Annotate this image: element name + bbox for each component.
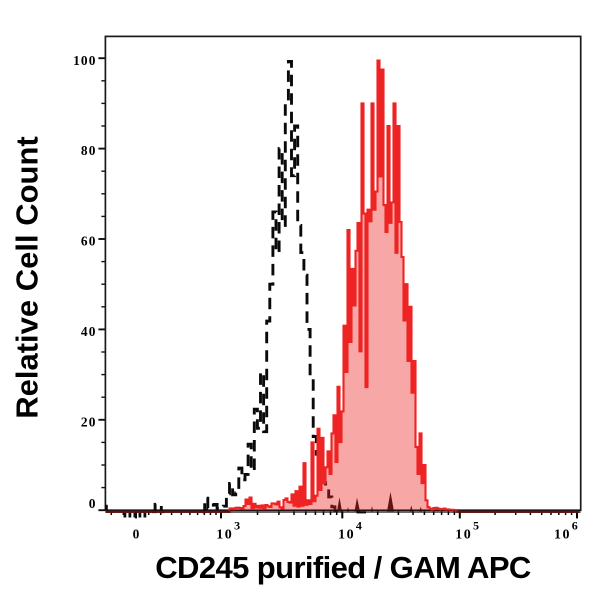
svg-text:100: 100 xyxy=(73,53,96,68)
svg-text:20: 20 xyxy=(81,414,97,429)
svg-text:40: 40 xyxy=(81,324,97,339)
svg-text:0: 0 xyxy=(89,496,97,511)
svg-text:80: 80 xyxy=(81,143,97,158)
svg-text:0: 0 xyxy=(133,526,140,541)
svg-text:CD245 purified / GAM APC: CD245 purified / GAM APC xyxy=(155,550,531,585)
svg-text:Relative Cell Count: Relative Cell Count xyxy=(10,136,45,419)
svg-text:60: 60 xyxy=(81,234,97,249)
